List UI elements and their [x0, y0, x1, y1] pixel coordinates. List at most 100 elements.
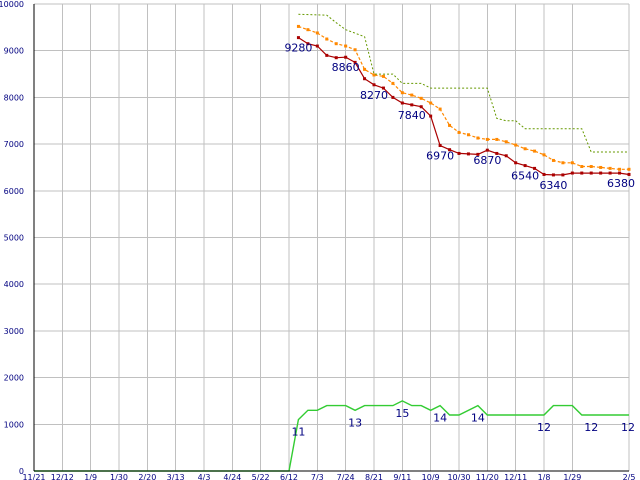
price-point: [485, 148, 489, 152]
price-point: [495, 151, 499, 155]
price-data-label: 8270: [360, 89, 388, 102]
price-point: [353, 60, 357, 64]
volume-data-label: 12: [537, 421, 551, 434]
price-point: [580, 171, 584, 175]
grid: [33, 3, 630, 472]
price-point: [448, 148, 452, 152]
x-tick-label: 10/9: [422, 473, 440, 480]
average-point: [448, 123, 452, 127]
price-point: [315, 44, 319, 48]
average-point: [353, 48, 357, 52]
volume-line: [34, 400, 629, 472]
x-tick-label: 3/13: [167, 473, 185, 480]
average-point: [344, 44, 348, 48]
average-point: [372, 73, 376, 77]
average-point: [580, 165, 584, 169]
average-point: [457, 130, 461, 134]
price-point: [334, 56, 338, 60]
y-tick-label: 6000: [4, 187, 24, 196]
average-point: [391, 81, 395, 85]
volume-data-label: 11: [291, 426, 305, 439]
y-tick-label: 5000: [4, 234, 24, 243]
price-point: [391, 95, 395, 99]
volume-data-label: 14: [471, 412, 485, 425]
average-point: [429, 101, 433, 105]
y-tick-label: 1000: [4, 420, 24, 429]
average-point: [296, 24, 300, 28]
price-point: [438, 144, 442, 148]
price-data-label: 6970: [426, 150, 454, 163]
x-tick-label: 7/3: [311, 473, 324, 480]
average-point: [466, 133, 470, 137]
price-point: [466, 152, 470, 156]
price-point: [344, 55, 348, 59]
price-point: [410, 103, 414, 107]
x-tick-label: 4/24: [223, 473, 241, 480]
average-point: [363, 67, 367, 71]
price-data-label: 6340: [539, 179, 567, 192]
x-tick-label: 12/12: [51, 473, 74, 480]
average-point: [476, 136, 480, 140]
price-line: [298, 37, 630, 176]
series-group: [34, 13, 631, 472]
price-point: [325, 53, 329, 57]
average-point: [306, 28, 310, 32]
x-tick-label: 12/11: [504, 473, 527, 480]
x-tick-label: 4/3: [198, 473, 211, 480]
average-point: [570, 161, 574, 165]
average-point: [504, 140, 508, 144]
y-tick-label: 10000: [0, 0, 24, 9]
price-point: [296, 36, 300, 40]
x-tick-label: 2/5: [623, 473, 636, 480]
price-point: [306, 42, 310, 46]
volume-data-label: 12: [584, 421, 598, 434]
average-point: [618, 167, 622, 171]
price-point: [608, 171, 612, 175]
average-point: [400, 91, 404, 95]
x-tick-label: 1/9: [84, 473, 97, 480]
average-point: [561, 161, 565, 165]
average-point: [381, 74, 385, 78]
average-line: [298, 25, 629, 170]
average-point: [589, 165, 593, 169]
average-point: [419, 96, 423, 100]
price-point: [523, 164, 527, 168]
average-point: [514, 143, 518, 147]
x-tick-label: 8/21: [365, 473, 383, 480]
x-tick-label: 1/30: [110, 473, 128, 480]
y-tick-label: 2000: [4, 374, 24, 383]
volume-data-label: 14: [433, 412, 447, 425]
price-data-label: 6540: [511, 170, 539, 183]
x-tick-label: 6/12: [280, 473, 298, 480]
price-point: [589, 171, 593, 175]
volume-data-label: 13: [348, 416, 362, 429]
price-point: [400, 101, 404, 105]
volume-data-label: 12: [621, 421, 635, 434]
price-point: [419, 105, 423, 109]
average-point: [551, 158, 555, 162]
price-point: [570, 171, 574, 175]
average-point: [495, 137, 499, 141]
x-tick-label: 11/21: [22, 473, 45, 480]
price-point: [476, 152, 480, 156]
y-tick-label: 4000: [4, 280, 24, 289]
price-data-label: 8860: [332, 61, 360, 74]
average-point: [325, 37, 329, 41]
x-tick-label: 2/20: [138, 473, 156, 480]
price-data-label: 6380: [607, 177, 635, 190]
y-tick-label: 3000: [4, 327, 24, 336]
y-tick-label: 0: [19, 467, 24, 476]
average-point: [608, 166, 612, 170]
price-point: [627, 172, 631, 176]
price-data-label: 6870: [473, 154, 501, 167]
price-point: [381, 86, 385, 90]
x-tick-label: 1/8: [538, 473, 551, 480]
price-point: [561, 173, 565, 177]
x-tick-label: 1/29: [563, 473, 581, 480]
price-point: [504, 154, 508, 158]
average-point: [485, 137, 489, 141]
x-tick-label: 10/30: [447, 473, 470, 480]
average-point: [334, 42, 338, 46]
